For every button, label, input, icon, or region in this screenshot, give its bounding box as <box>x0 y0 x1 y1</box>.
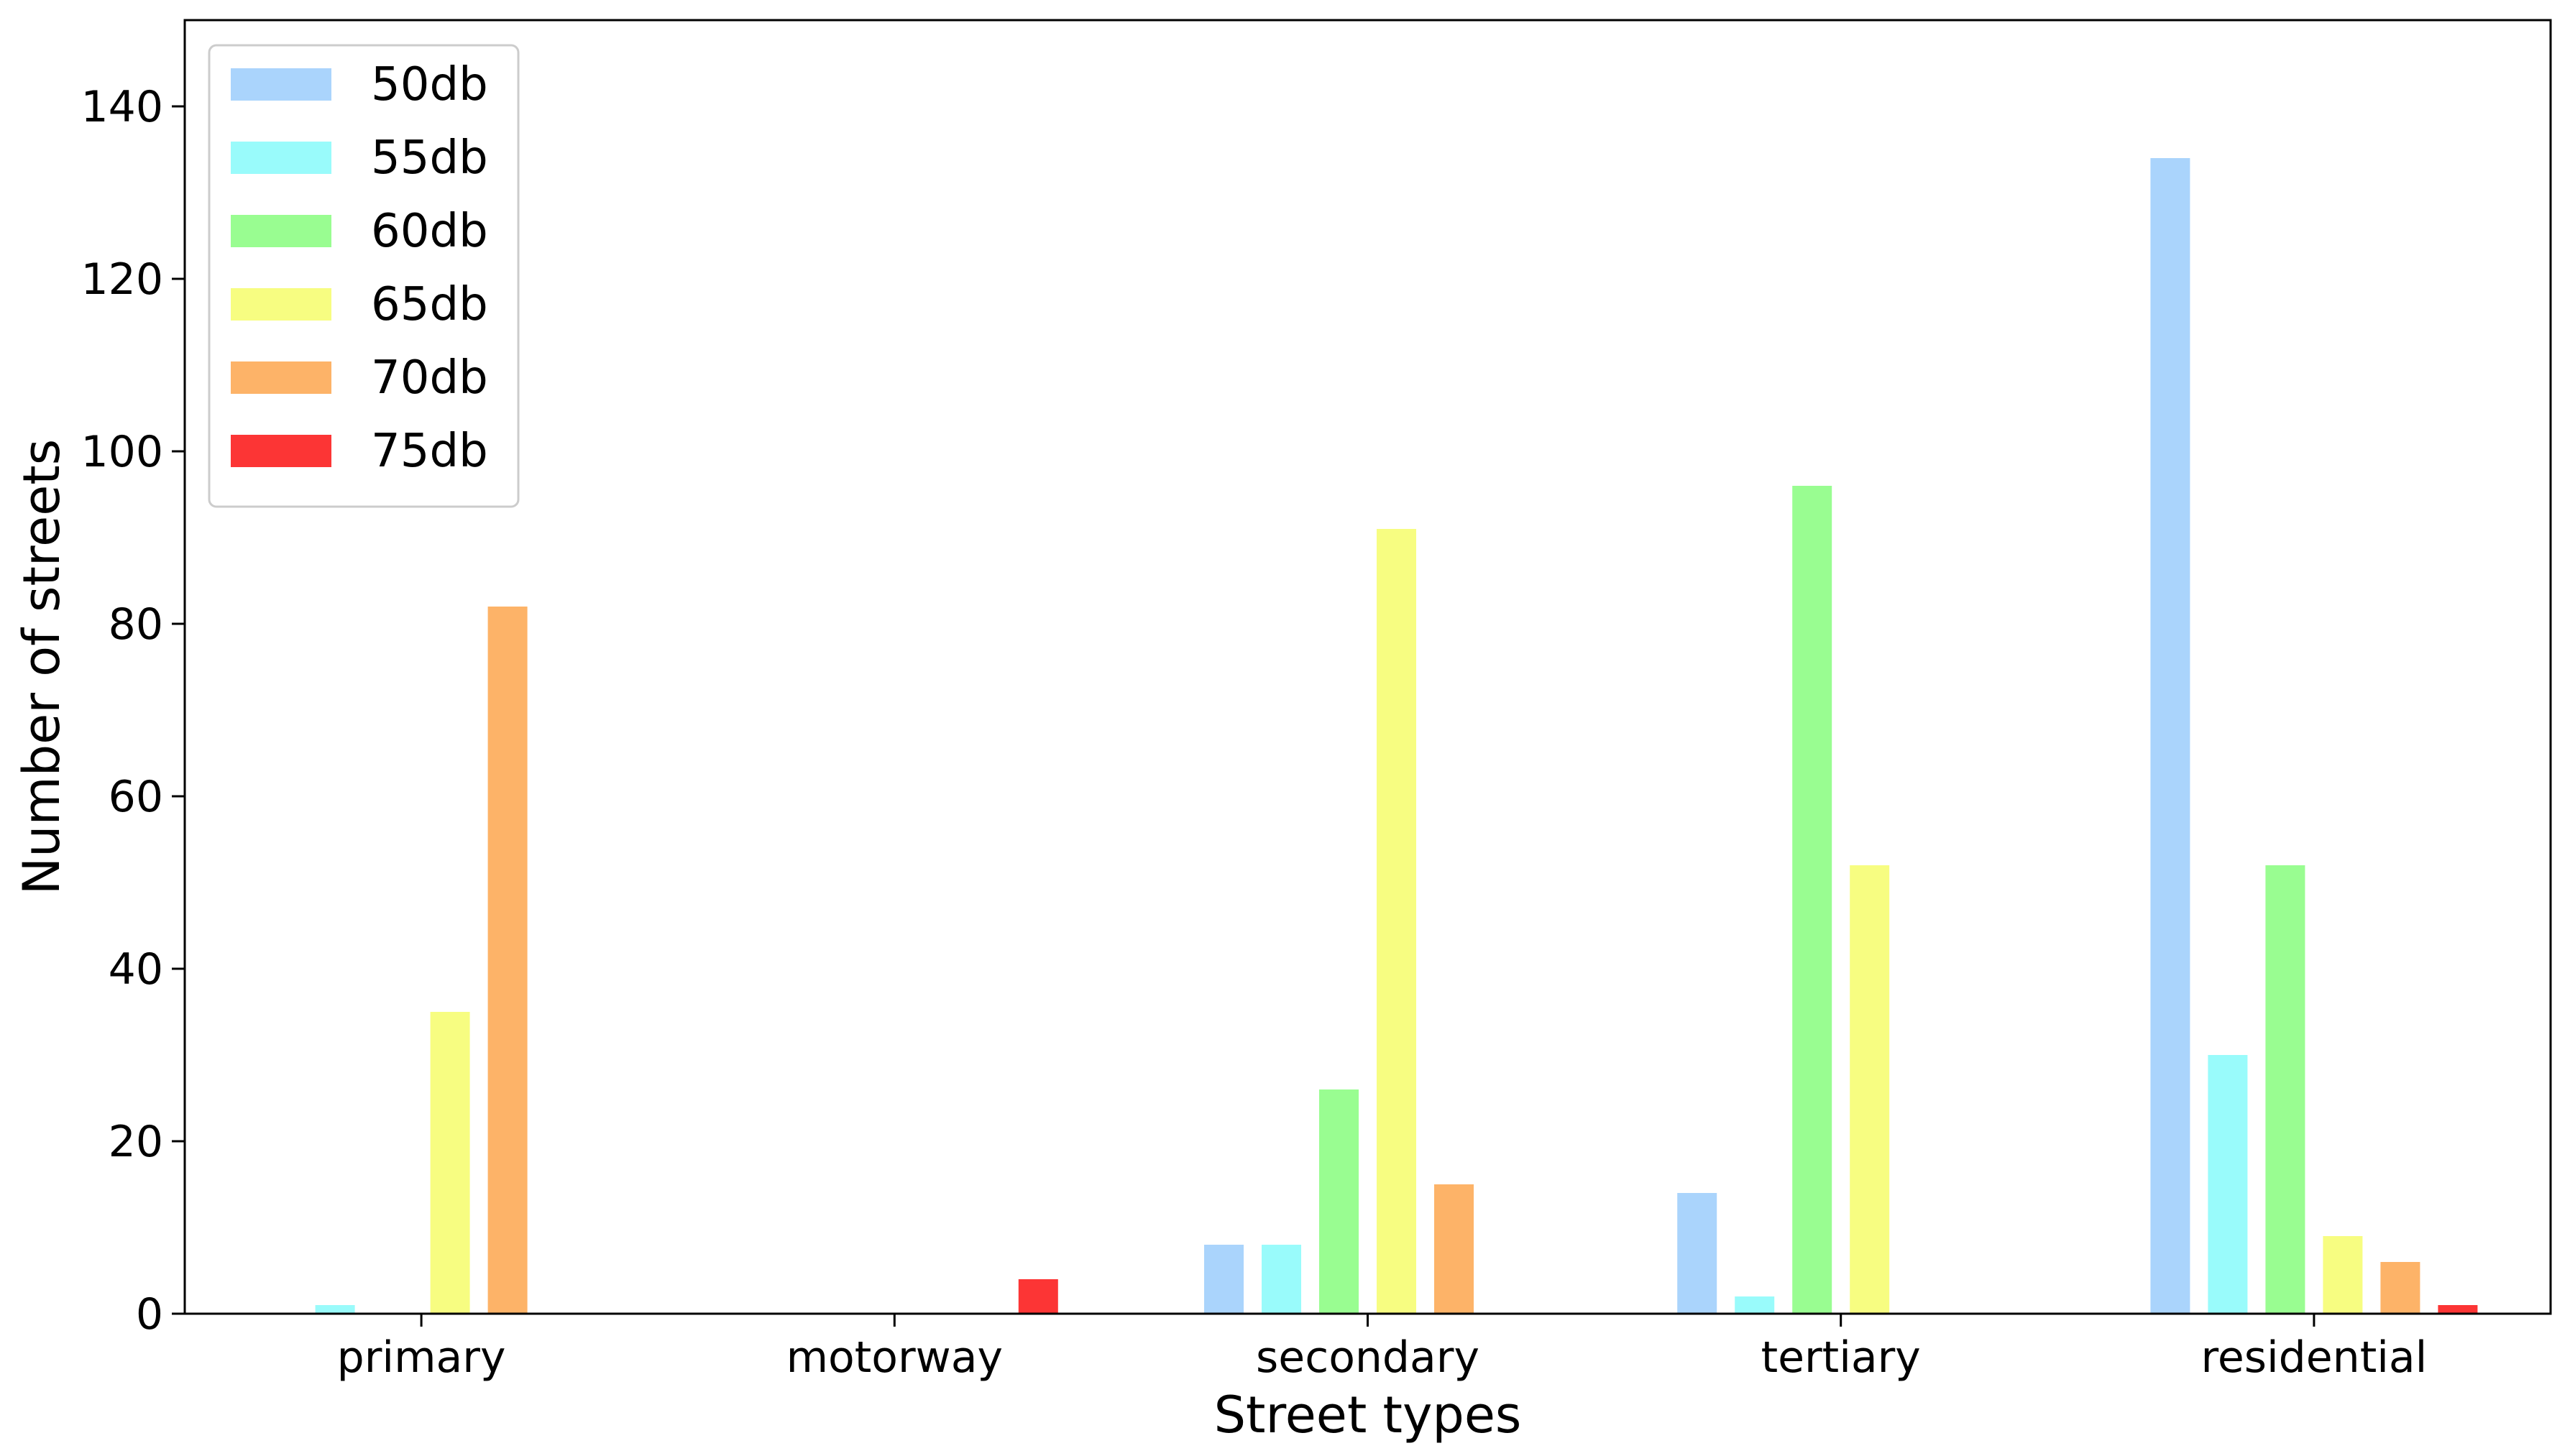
x-tick-label: tertiary <box>1761 1332 1921 1383</box>
bar-75db-residential <box>2438 1305 2478 1314</box>
x-axis: primary motorway secondary tertiary resident… <box>337 1314 2427 1383</box>
bar-55db-residential <box>2208 1055 2248 1314</box>
bar-55db-tertiary <box>1735 1296 1775 1314</box>
bar-75db-motorway <box>1018 1279 1058 1314</box>
bar-70db-residential <box>2380 1262 2420 1314</box>
legend-swatch <box>231 215 331 247</box>
y-tick-label: 40 <box>109 944 163 995</box>
bar-70db-secondary <box>1434 1184 1474 1314</box>
legend: 50db 55db 60db 65db 70db 75db <box>208 44 520 508</box>
legend-swatch <box>231 68 331 101</box>
x-tick-label: motorway <box>786 1332 1003 1383</box>
plot-frame <box>183 19 2552 1315</box>
x-tick-label: residential <box>2200 1332 2427 1383</box>
y-tick-label: 80 <box>109 599 163 650</box>
x-tick-label: secondary <box>1256 1332 1479 1383</box>
legend-label: 75db <box>371 425 488 478</box>
x-tick-label: primary <box>337 1332 506 1383</box>
bars-group <box>315 158 2478 1314</box>
legend-swatch <box>231 435 331 467</box>
bar-60db-secondary <box>1319 1089 1359 1314</box>
bar-60db-residential <box>2265 865 2305 1314</box>
legend-swatch <box>231 288 331 321</box>
bar-60db-tertiary <box>1792 486 1832 1314</box>
legend-label: 50db <box>371 58 488 111</box>
bar-50db-residential <box>2150 158 2190 1314</box>
y-tick-label: 20 <box>109 1117 163 1167</box>
bar-65db-tertiary <box>1850 865 1890 1314</box>
bar-50db-secondary <box>1204 1245 1244 1314</box>
legend-label: 55db <box>371 132 488 185</box>
bar-55db-primary <box>315 1305 355 1314</box>
bar-65db-residential <box>2323 1236 2363 1314</box>
y-axis: 0 20 40 60 80 100 120 140 <box>81 82 185 1340</box>
y-axis-title: Number of streets <box>12 439 71 895</box>
bar-65db-primary <box>430 1012 470 1314</box>
legend-label: 65db <box>371 278 488 331</box>
y-tick-label: 120 <box>81 254 163 305</box>
x-axis-title: Street types <box>1214 1386 1522 1445</box>
y-tick-label: 140 <box>81 82 163 132</box>
legend-label: 60db <box>371 205 488 258</box>
legend-swatch <box>231 361 331 394</box>
legend-swatch <box>231 142 331 174</box>
bar-65db-secondary <box>1377 529 1416 1314</box>
bar-50db-tertiary <box>1677 1193 1717 1314</box>
y-tick-label: 100 <box>81 427 163 477</box>
y-tick-label: 0 <box>136 1289 163 1340</box>
bar-55db-secondary <box>1262 1245 1301 1314</box>
bar-70db-primary <box>487 607 528 1314</box>
legend-label: 70db <box>371 351 488 405</box>
y-tick-label: 60 <box>109 772 163 822</box>
